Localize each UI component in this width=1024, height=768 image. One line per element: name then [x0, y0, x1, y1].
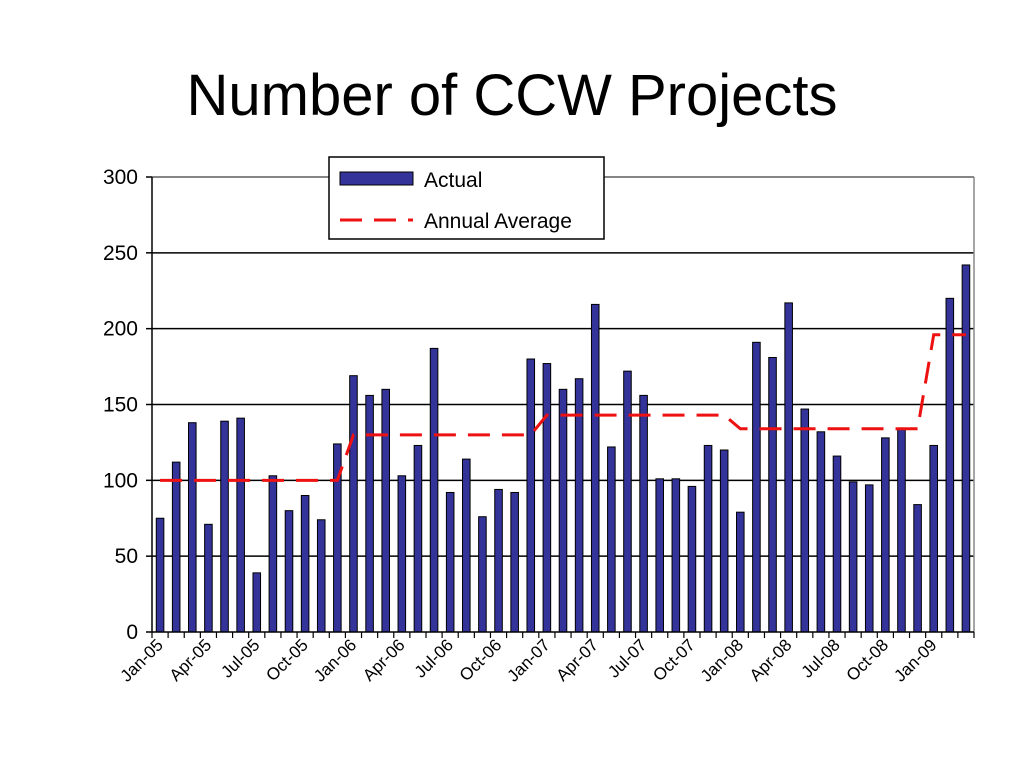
x-tick-label: Apr-08: [746, 635, 796, 685]
annual-average-line: [160, 333, 966, 482]
bar: [316, 519, 326, 633]
bar: [590, 303, 600, 633]
bar: [816, 431, 826, 633]
bar: [494, 488, 503, 633]
legend-box: [328, 156, 605, 240]
x-tick-label: Jul-06: [411, 635, 457, 681]
bar: [300, 495, 310, 633]
bar: [639, 394, 648, 633]
bar: [623, 370, 632, 633]
bar: [736, 511, 745, 633]
bar: [445, 491, 455, 633]
bar: [220, 420, 229, 633]
bar: [719, 449, 729, 633]
bar: [478, 516, 487, 633]
legend-swatch-actual: [339, 171, 414, 186]
x-tick-label: Jan-05: [117, 635, 167, 685]
bar: [913, 504, 922, 633]
bar: [864, 484, 874, 633]
bar: [655, 478, 664, 633]
bar: [526, 358, 536, 633]
x-tick-label: Apr-05: [166, 635, 216, 685]
bar: [752, 341, 761, 633]
y-tick-label: 0: [126, 621, 138, 644]
bar: [542, 363, 552, 633]
bar: [252, 572, 262, 633]
x-tick-label: Jan-06: [310, 635, 360, 685]
bar: [961, 264, 971, 633]
bar: [381, 388, 390, 633]
bar: [929, 444, 938, 633]
x-tick-label: Jul-07: [604, 635, 650, 681]
bar: [574, 378, 584, 633]
bar: [462, 458, 471, 633]
chart-title: Number of CCW Projects: [186, 63, 838, 128]
bar: [881, 437, 890, 633]
bar: [397, 475, 407, 633]
x-tick-label: Jul-05: [217, 635, 263, 681]
y-tick-label: 150: [103, 394, 138, 417]
x-tick-label: Oct-08: [843, 635, 893, 685]
bar: [268, 475, 278, 633]
x-tick-label: Jan-08: [697, 635, 747, 685]
bars: [155, 264, 971, 633]
bar: [558, 388, 568, 633]
bar: [832, 455, 842, 633]
x-tick-label: Oct-06: [456, 635, 506, 685]
y-tick-label: 250: [103, 242, 138, 265]
x-tick-label: Jul-08: [798, 635, 844, 681]
legend-label-actual: Actual: [424, 169, 482, 192]
bar: [429, 347, 439, 633]
bar: [284, 510, 294, 633]
bar: [687, 485, 697, 633]
bar: [204, 523, 213, 633]
y-tick-label: 300: [103, 166, 138, 189]
bar: [349, 375, 358, 633]
bar: [365, 394, 374, 633]
bar: [848, 481, 858, 633]
y-tick-label: 100: [103, 469, 138, 492]
bar: [171, 461, 181, 633]
x-tick-label: Jan-09: [890, 635, 940, 685]
bar: [897, 428, 906, 633]
bar: [768, 356, 777, 633]
y-tick-label: 200: [103, 318, 138, 341]
bar: [236, 417, 245, 633]
annual-average-series: [160, 333, 966, 482]
axes: [151, 176, 975, 638]
bar: [413, 444, 423, 633]
bar: [784, 302, 793, 633]
bar: [800, 408, 810, 633]
y-tick-label: 50: [115, 545, 138, 568]
x-tick-label: Apr-06: [359, 635, 409, 685]
bar: [155, 517, 165, 633]
bar: [671, 478, 681, 633]
y-tick-labels: 0 50 100 150 200 250 300: [103, 166, 138, 644]
x-tick-label: Oct-05: [262, 635, 312, 685]
legend: Actual Annual Average: [328, 156, 605, 240]
legend-label-annual-average: Annual Average: [424, 210, 572, 233]
bar: [945, 297, 955, 633]
x-tick-label: Oct-07: [649, 635, 699, 685]
bar: [703, 444, 713, 633]
bar: [188, 422, 197, 633]
bar: [510, 491, 519, 633]
bar: [607, 446, 616, 633]
x-tick-label: Apr-07: [553, 635, 603, 685]
x-tick-label: Jan-07: [504, 635, 554, 685]
